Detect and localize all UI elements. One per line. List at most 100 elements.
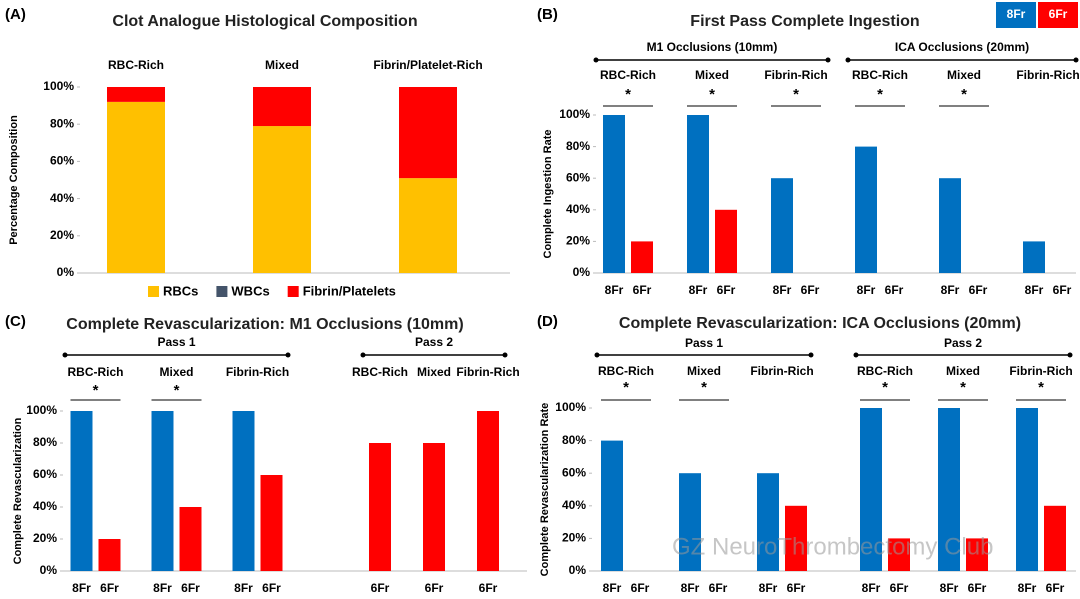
- significance-star: *: [882, 379, 888, 396]
- group-label: Pass 2: [944, 336, 982, 350]
- bar: [860, 408, 882, 571]
- bar: [98, 539, 121, 571]
- bar: [757, 473, 779, 571]
- category-label: Mixed: [687, 364, 721, 378]
- bar: [938, 408, 960, 571]
- bar: [1023, 241, 1045, 273]
- bracket-end: [1067, 352, 1073, 358]
- bracket-end: [808, 352, 814, 358]
- category-label: Mixed: [946, 364, 980, 378]
- x-tick-label: 6Fr: [709, 581, 728, 595]
- significance-star: *: [961, 86, 967, 103]
- x-tick-label: 6Fr: [262, 581, 281, 595]
- x-tick-label: 8Fr: [234, 581, 253, 595]
- category-label: RBC-Rich: [68, 365, 124, 379]
- bar: [785, 505, 807, 571]
- bar: [151, 411, 174, 571]
- bracket-end: [502, 352, 508, 358]
- x-tick-label: 8Fr: [1025, 283, 1044, 297]
- bar: [601, 440, 623, 571]
- significance-star: *: [625, 86, 631, 103]
- significance-star: *: [93, 382, 99, 399]
- category-label: Mixed: [947, 68, 981, 82]
- bracket-end: [845, 57, 851, 63]
- bar: [855, 146, 877, 273]
- x-tick-label: 6Fr: [1046, 581, 1065, 595]
- x-tick-label: 8Fr: [681, 581, 700, 595]
- y-tick-label: 40%: [566, 202, 590, 216]
- y-tick-label: 80%: [566, 139, 590, 153]
- bar: [679, 473, 701, 571]
- bracket-end: [593, 57, 599, 63]
- x-tick-label: 8Fr: [605, 283, 624, 297]
- y-axis-label: Complete Ingestion Rate: [542, 130, 554, 259]
- y-tick-label: 60%: [562, 465, 586, 479]
- group-label: M1 Occlusions (10mm): [647, 40, 778, 54]
- x-tick-label: 6Fr: [890, 581, 909, 595]
- y-tick-label: 60%: [33, 467, 57, 481]
- x-tick-label: 8Fr: [603, 581, 622, 595]
- panel-label: (B): [537, 6, 558, 23]
- category-label: RBC-Rich: [352, 365, 408, 379]
- y-tick-label: 80%: [33, 435, 57, 449]
- bar: [771, 178, 793, 273]
- category-label: Fibrin-Rich: [456, 365, 519, 379]
- legend-label: Fibrin/Platelets: [303, 283, 396, 298]
- bar: [966, 538, 988, 571]
- y-axis-label: Complete Revascularization Rate: [539, 403, 551, 577]
- bar: [260, 475, 283, 571]
- watermark: GZ NeuroThrombectomy Club: [672, 533, 993, 560]
- legend-swatch: [996, 2, 1036, 28]
- category-label: RBC-Rich: [852, 68, 908, 82]
- y-tick-label: 100%: [43, 79, 74, 93]
- bar: [179, 507, 202, 571]
- chart-title: Complete Revascularization: M1 Occlusion…: [66, 316, 463, 333]
- legend-label: 8Fr: [1007, 7, 1026, 21]
- significance-star: *: [709, 86, 715, 103]
- x-tick-label: 6Fr: [479, 581, 498, 595]
- legend-swatch: [216, 286, 228, 297]
- y-tick-label: 0%: [40, 563, 58, 577]
- x-tick-label: 8Fr: [1018, 581, 1037, 595]
- x-tick-label: 8Fr: [759, 581, 778, 595]
- y-tick-label: 80%: [562, 433, 586, 447]
- chart-title: Clot Analogue Histological Composition: [112, 13, 417, 30]
- category-label: Mixed: [265, 58, 299, 72]
- y-tick-label: 100%: [26, 403, 57, 417]
- y-tick-label: 60%: [566, 170, 590, 184]
- significance-star: *: [877, 86, 883, 103]
- bar: [477, 411, 499, 571]
- bracket-end: [1073, 57, 1079, 63]
- panel-label: (C): [5, 313, 26, 330]
- x-tick-label: 6Fr: [1053, 283, 1072, 297]
- panel-label: (D): [537, 313, 558, 330]
- category-label: Fibrin-Rich: [764, 68, 827, 82]
- legend-label: RBCs: [163, 283, 198, 298]
- y-tick-label: 40%: [562, 498, 586, 512]
- significance-star: *: [701, 379, 707, 396]
- chart-title: First Pass Complete Ingestion: [690, 13, 919, 30]
- bar: [70, 411, 93, 571]
- category-label: Fibrin-Rich: [750, 364, 813, 378]
- category-label: Fibrin-Rich: [1016, 68, 1079, 82]
- significance-star: *: [623, 379, 629, 396]
- category-label: RBC-Rich: [108, 58, 164, 72]
- x-tick-label: 6Fr: [717, 283, 736, 297]
- bar: [939, 178, 961, 273]
- y-tick-label: 80%: [50, 116, 74, 130]
- legend-swatch: [1038, 2, 1078, 28]
- category-label: Fibrin-Rich: [226, 365, 289, 379]
- legend-swatch: [287, 286, 299, 297]
- category-label: Mixed: [159, 365, 193, 379]
- bar: [687, 115, 709, 273]
- bar: [631, 241, 653, 273]
- x-tick-label: 8Fr: [773, 283, 792, 297]
- bracket-end: [825, 57, 831, 63]
- x-tick-label: 8Fr: [940, 581, 959, 595]
- y-tick-label: 40%: [50, 191, 74, 205]
- x-tick-label: 6Fr: [968, 581, 987, 595]
- x-tick-label: 6Fr: [181, 581, 200, 595]
- category-label: Mixed: [695, 68, 729, 82]
- bar-segment: [107, 87, 165, 102]
